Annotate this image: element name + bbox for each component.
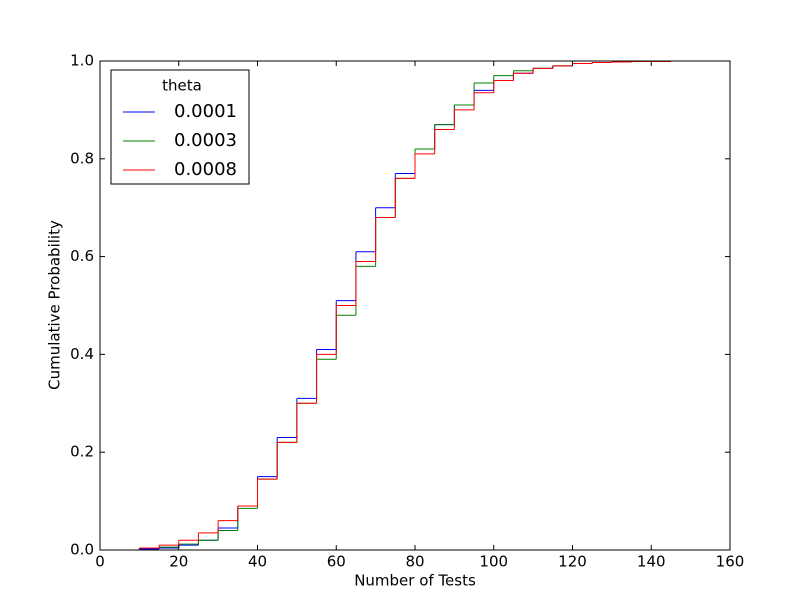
y-tick-label: 1.0	[70, 52, 94, 70]
x-tick-label: 20	[169, 553, 188, 571]
x-tick-label: 0	[95, 553, 105, 571]
y-tick-label: 0.6	[70, 247, 94, 265]
x-axis-label: Number of Tests	[354, 572, 476, 590]
legend-box	[110, 69, 250, 185]
y-tick-label: 0.0	[70, 541, 94, 559]
legend-title: theta	[162, 77, 202, 95]
y-tick-label: 0.2	[70, 443, 94, 461]
legend-label: 0.0008	[174, 159, 237, 180]
x-tick-label: 80	[405, 553, 424, 571]
legend-label: 0.0001	[174, 101, 237, 122]
x-tick-label: 60	[327, 553, 346, 571]
legend-label: 0.0003	[174, 130, 237, 151]
x-tick-label: 120	[558, 553, 587, 571]
y-tick-label: 0.8	[70, 149, 94, 167]
x-tick-label: 100	[479, 553, 508, 571]
y-axis-label: Cumulative Probability	[46, 220, 64, 390]
x-tick-label: 40	[248, 553, 267, 571]
y-tick-label: 0.4	[70, 345, 94, 363]
x-tick-label: 140	[637, 553, 666, 571]
legend: theta 0.0001 0.0003 0.0008	[110, 69, 250, 185]
x-tick-label: 160	[716, 553, 745, 571]
